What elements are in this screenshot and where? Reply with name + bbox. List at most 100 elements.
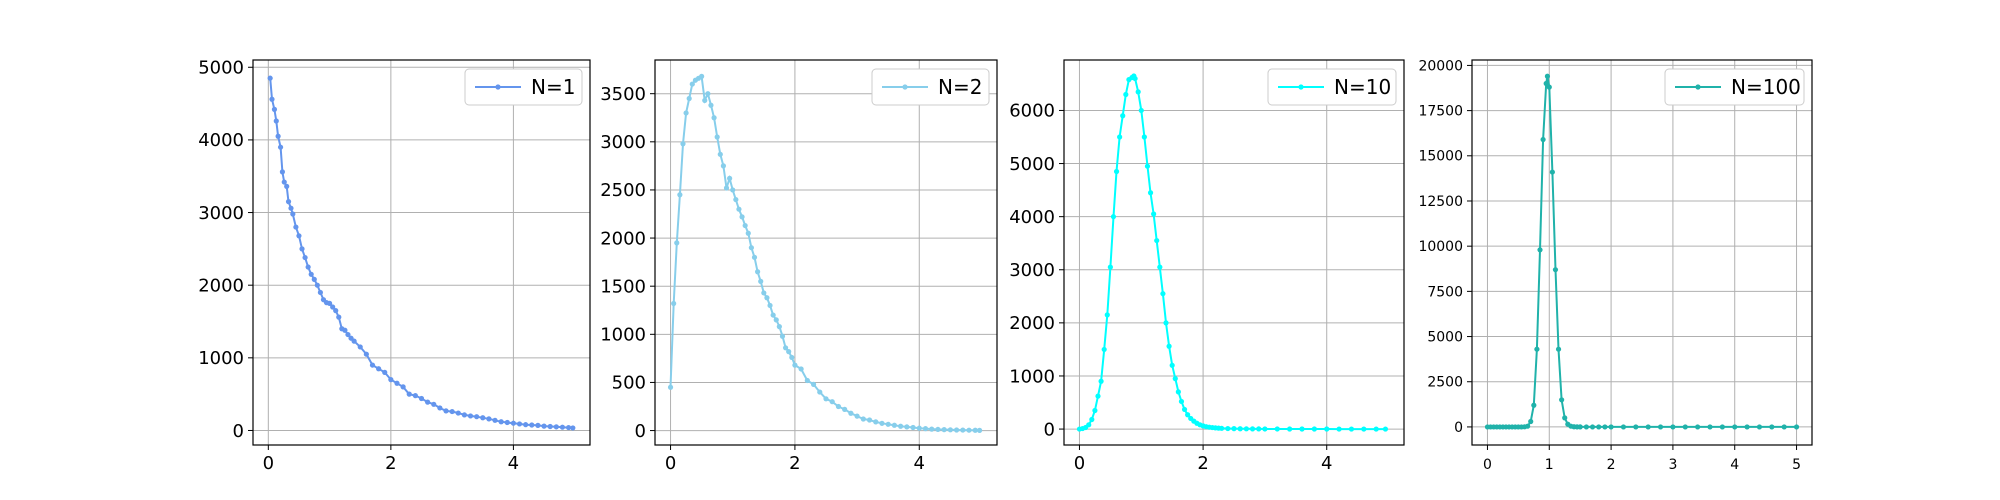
series-line <box>1487 76 1797 428</box>
data-point <box>976 427 983 433</box>
data-point <box>779 333 786 339</box>
data-point <box>1608 424 1614 430</box>
data-point <box>1147 190 1154 196</box>
data-point <box>829 399 835 405</box>
data-point <box>1793 424 1800 430</box>
data-point <box>498 419 504 425</box>
data-point <box>1141 134 1147 140</box>
data-point <box>879 420 885 426</box>
data-point <box>1336 426 1342 432</box>
data-point <box>1160 291 1166 297</box>
x-tick-label: 4 <box>1730 457 1739 473</box>
data-point <box>1602 424 1608 430</box>
data-point <box>782 345 789 351</box>
data-point <box>1287 426 1293 432</box>
y-tick-label: 10000 <box>1418 239 1463 255</box>
data-point <box>699 73 705 79</box>
data-point <box>305 264 311 270</box>
data-point <box>972 427 978 433</box>
data-point <box>1525 423 1531 429</box>
data-point <box>1311 426 1317 432</box>
data-point <box>290 211 296 217</box>
data-point <box>674 240 680 246</box>
data-point <box>798 366 804 372</box>
data-point <box>279 169 286 175</box>
data-point <box>1231 426 1237 432</box>
data-point <box>1781 424 1787 430</box>
data-point <box>431 401 437 407</box>
data-point <box>1549 169 1555 175</box>
data-point <box>535 422 541 428</box>
data-point <box>773 317 779 323</box>
subplot-4: 0 1 2 3 4 5 0 2500 5000 7500 10000 12500 15000 17500 2… <box>1418 58 1813 473</box>
data-point <box>1181 406 1188 413</box>
data-point <box>314 282 320 288</box>
data-point <box>1537 247 1543 253</box>
x-tick-label: 0 <box>263 453 274 474</box>
data-point <box>730 187 736 193</box>
data-point <box>1138 107 1144 114</box>
data-point <box>1620 424 1627 430</box>
subplot-1: 0 2 4 0 1000 2000 3000 4000 5000 N=1 <box>198 58 591 474</box>
legend-label: N=2 <box>938 75 982 99</box>
data-point <box>1120 113 1126 119</box>
data-point <box>1732 424 1738 430</box>
data-point <box>570 425 576 431</box>
data-point <box>1543 80 1549 87</box>
data-point <box>1163 320 1169 326</box>
data-point <box>1086 422 1092 428</box>
data-point <box>667 384 674 390</box>
data-point <box>273 118 279 124</box>
data-point <box>823 396 829 402</box>
data-point <box>792 362 798 368</box>
legend-box <box>1664 68 1805 106</box>
data-point <box>406 391 412 397</box>
y-tick-label: 500 <box>612 373 646 394</box>
data-point <box>285 199 292 205</box>
x-tick-label: 2 <box>789 453 800 474</box>
data-point <box>553 424 559 430</box>
data-point <box>1144 163 1151 169</box>
data-point <box>1324 426 1330 432</box>
data-point <box>761 290 767 296</box>
y-tick-label: 12500 <box>1418 194 1463 210</box>
data-point <box>714 134 720 140</box>
data-point <box>736 206 742 212</box>
data-point <box>705 91 711 97</box>
data-point <box>916 425 922 431</box>
data-point <box>1166 343 1172 349</box>
data-point <box>369 362 376 368</box>
legend-marker <box>495 84 501 90</box>
y-tick-label: 1000 <box>198 348 244 369</box>
data-point <box>345 331 351 338</box>
y-tick-label: 2000 <box>600 228 646 249</box>
data-point <box>1172 376 1178 382</box>
y-tick-label: 6000 <box>1009 101 1055 122</box>
data-point <box>486 416 492 422</box>
data-point <box>739 214 745 220</box>
y-tick-label: 7500 <box>1427 284 1463 300</box>
data-point <box>1175 389 1181 395</box>
data-point <box>1110 214 1117 220</box>
data-point <box>1132 75 1138 82</box>
data-point <box>671 300 677 307</box>
y-tick-label: 4000 <box>1009 207 1055 228</box>
data-point <box>281 179 287 185</box>
legend-label: N=1 <box>531 75 575 99</box>
data-point <box>854 413 860 419</box>
data-point <box>267 75 273 81</box>
data-point <box>330 304 336 310</box>
x-tick-label: 2 <box>1197 453 1208 474</box>
y-tick-label: 2500 <box>600 180 646 201</box>
data-point <box>467 413 474 419</box>
data-point <box>1243 426 1249 432</box>
data-point <box>727 175 733 181</box>
data-point <box>720 163 727 169</box>
data-point <box>748 245 754 251</box>
data-point <box>1531 402 1537 408</box>
data-point <box>449 408 455 415</box>
data-point <box>767 302 773 309</box>
data-point <box>929 426 935 432</box>
data-point <box>1151 211 1157 217</box>
legend-box <box>464 68 583 106</box>
